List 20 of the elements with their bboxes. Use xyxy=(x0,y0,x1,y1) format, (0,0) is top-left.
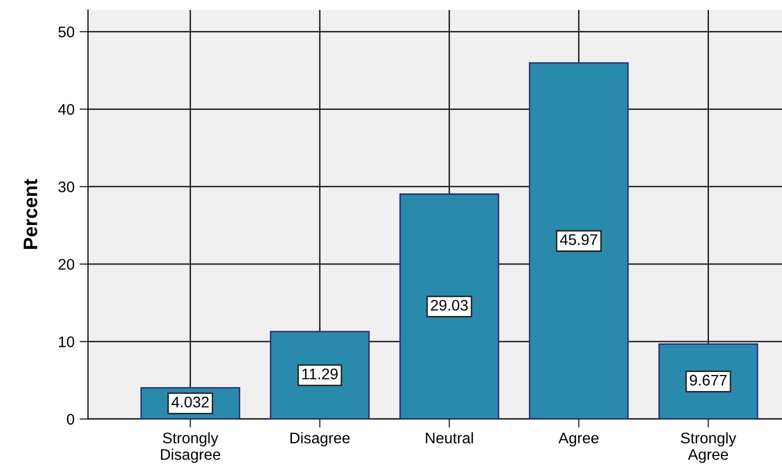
y-tick-label: 0 xyxy=(66,414,74,425)
y-tick-label: 30 xyxy=(58,181,74,192)
y-tick-label: 40 xyxy=(58,104,74,115)
x-tick-label: Agree xyxy=(558,432,598,446)
bar xyxy=(399,193,500,419)
data-label: 45.97 xyxy=(560,234,598,246)
data-label: 29.03 xyxy=(430,300,468,311)
data-label: 11.29 xyxy=(302,368,338,380)
x-tick-label: Neutral xyxy=(426,432,473,444)
y-axis-title: Percent xyxy=(24,179,38,249)
bar xyxy=(270,330,370,419)
data-label: 9.677 xyxy=(690,374,727,386)
x-tick-label: Disagree xyxy=(290,432,350,446)
data-label: 4.032 xyxy=(172,396,209,408)
x-tick-label: Strongly Disagree xyxy=(160,432,220,463)
x-tick-label: Strongly Agree xyxy=(680,432,736,463)
y-tick-label: 20 xyxy=(58,258,74,270)
bar xyxy=(528,62,629,419)
y-tick-label: 10 xyxy=(58,336,74,348)
y-tick-label: 50 xyxy=(58,26,74,38)
